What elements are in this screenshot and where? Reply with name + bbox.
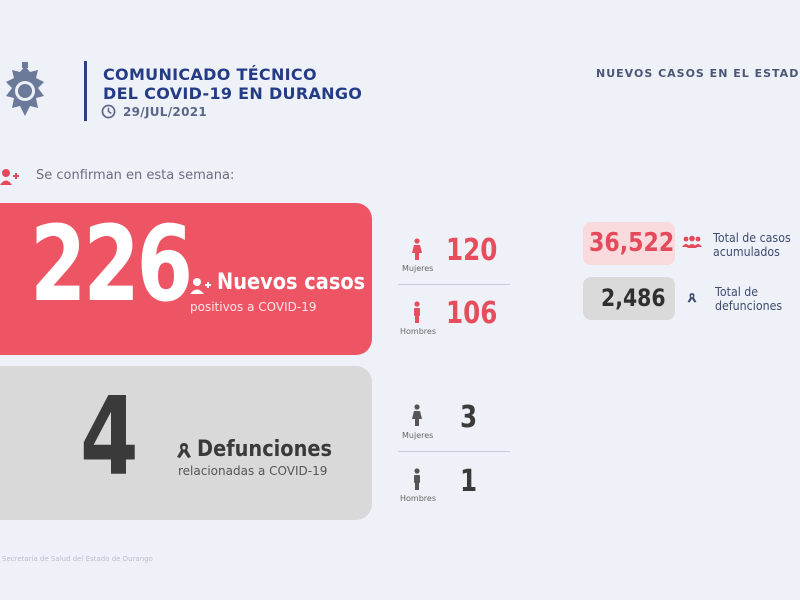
intro-text: Se confirman en esta semana: [36,168,235,183]
total-deaths-label: Total de [715,285,759,299]
deaths-women: 3 [460,400,478,435]
total-deaths-value: 2,486 [601,284,666,312]
total-cases-label: Total de casos [713,231,791,245]
divider [398,451,510,452]
page-title-line-1: COMUNICADO TÉCNICO [103,65,317,84]
deaths-number: 4 [80,375,139,500]
new-cases-label: Nuevos casos [217,270,366,295]
total-cases-label-2: acumulados [713,245,780,259]
report-date: 29/JUL/2021 [123,105,208,119]
new-cases-men: 106 [446,296,498,331]
new-cases-number: 226 [30,203,193,325]
woman-icon [412,238,422,260]
woman-icon [412,404,422,426]
men-label: Hombres [400,327,436,336]
footer-source: Secretaría de Salud del Estado de Durang… [2,555,153,563]
man-icon [414,468,420,490]
total-cases-box [583,222,675,265]
man-icon [414,301,420,323]
divider [398,284,510,285]
total-deaths-box [583,277,675,320]
group-icon [682,235,702,248]
total-cases-value: 36,522 [589,228,675,258]
new-cases-women: 120 [446,233,498,268]
women-label: Mujeres [402,431,434,440]
user-plus-icon [190,278,211,294]
new-cases-sublabel: positivos a COVID-19 [190,300,317,314]
new-cases-card [0,203,372,355]
women-label: Mujeres [402,264,434,273]
coat-of-arms-logo [6,62,44,116]
section-title: NUEVOS CASOS EN EL ESTAD [596,67,800,80]
clock-icon [101,104,116,119]
header-divider [84,61,87,121]
men-label: Hombres [400,494,436,503]
ribbon-icon [177,443,191,458]
deaths-card [0,366,372,520]
deaths-label: Defunciones [197,437,333,462]
page-title-line-2: DEL COVID-19 EN DURANGO [103,84,363,103]
total-deaths-label-2: defunciones [715,299,783,313]
user-plus-icon [0,169,19,185]
ribbon-icon [687,293,697,303]
deaths-men: 1 [460,464,478,499]
deaths-sublabel: relacionadas a COVID-19 [178,464,328,478]
